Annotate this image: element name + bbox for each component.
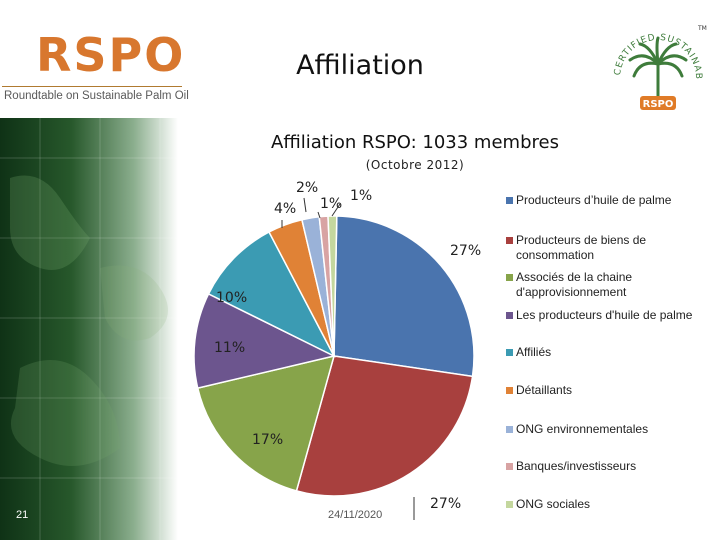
legend-swatch [506,349,513,356]
pie-slice-2 [295,355,474,497]
slice-data-label-8: 1% [320,196,342,212]
world-map-background [0,118,178,540]
rspo-logo-word: RSPO [36,28,186,82]
slice-data-label-6: 4% [274,201,296,217]
slice-data-label-5: 10% [216,290,247,306]
pie-slice-1 [333,215,475,378]
slice-leader-line-8 [317,211,321,219]
legend-swatch [506,274,513,281]
legend-item: Les producteurs d'huile de palme [506,308,696,323]
legend-swatch [506,426,513,433]
legend-item: Détaillants [506,383,696,398]
trademark-mark: TM [697,25,707,32]
palm-tree-icon [628,36,688,100]
slice-leader-line-9 [331,203,341,217]
slice-data-label-7: 2% [296,180,318,196]
legend-label: Détaillants [516,383,573,397]
rspo-logo-tagline: Roundtable on Sustainable Palm Oil [4,90,189,102]
slice-data-label-9: 1% [350,188,372,204]
legend-swatch [506,237,513,244]
legend-item: Producteurs d’huile de palme [506,193,696,208]
legend-swatch [506,312,513,319]
certified-sustainable-palm-oil-seal: CERTIFIED SUSTAINABLE PALM OIL TM RSPO [606,20,707,110]
legend-swatch [506,463,513,470]
legend-swatch [506,387,513,394]
slice-data-label-3: 17% [252,432,283,448]
legend-item: ONG sociales [506,497,696,512]
pie-slice-4 [193,292,337,390]
seal-badge [640,96,676,110]
legend-item: Banques/investisseurs [506,459,696,474]
page-number: 21 [16,509,29,521]
pie-slice-5 [207,230,336,358]
slice-data-label-2: 27% [430,496,461,512]
rspo-logo: RSPO Roundtable on Sustainable Palm Oil [2,28,189,102]
chart-title: Affiliation RSPO: 1033 membres [271,132,559,153]
slice-data-label-4: 11% [214,340,245,356]
chart-subtitle: (Octobre 2012) [365,158,465,172]
legend-label: ONG sociales [516,497,591,511]
seal-badge-word: RSPO [643,99,674,110]
legend-label: Producteurs de biens de consommation [516,233,647,262]
legend-item: Affiliés [506,345,696,360]
legend-item: ONG environnementales [506,422,696,437]
legend-item: Associés de la chaine d'approvisionnemen… [506,270,696,300]
slide-title: Affiliation [296,50,424,81]
slice-leader-line-7 [303,197,307,213]
legend-label: Banques/investisseurs [516,459,637,473]
legend-swatch [506,197,513,204]
slice-data-label-1: 27% [450,243,481,259]
logo-divider [2,86,182,87]
pie-slice-3 [196,354,336,492]
legend-item: Producteurs de biens de consommation [506,233,696,263]
legend-label: Les producteurs d'huile de palme [516,308,693,322]
slide-header: RSPO Roundtable on Sustainable Palm Oil … [0,0,720,118]
legend-label: Producteurs d’huile de palme [516,193,672,207]
legend-swatch [506,501,513,508]
legend-label: Affiliés [516,345,552,359]
legend-label: ONG environnementales [516,422,649,436]
legend-label: Associés de la chaine d'approvisionnemen… [516,270,633,299]
slide-date: 24/11/2020 [328,509,383,521]
